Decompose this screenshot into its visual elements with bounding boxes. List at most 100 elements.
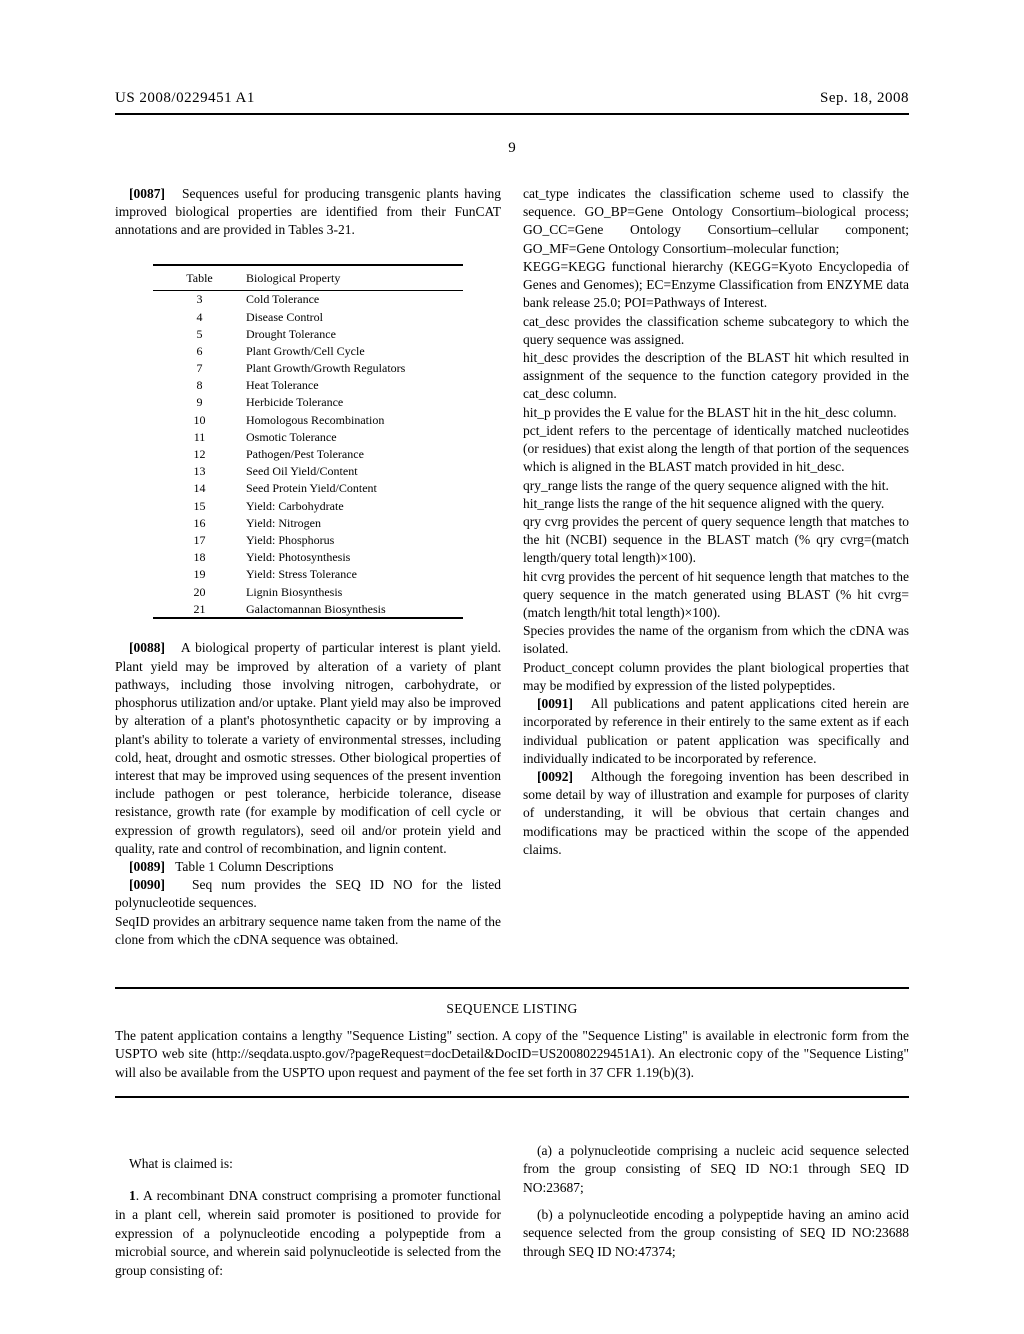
- table-cell-property: Drought Tolerance: [246, 325, 463, 342]
- table-cell-property: Yield: Nitrogen: [246, 514, 463, 531]
- claim-1a: (a) a polynucleotide comprising a nuclei…: [523, 1142, 909, 1198]
- hit-range-para: hit_range lists the range of the hit seq…: [523, 495, 909, 513]
- publication-number: US 2008/0229451 A1: [115, 90, 255, 107]
- table-cell-num: 13: [153, 463, 246, 480]
- claim-1-num: 1: [129, 1188, 136, 1203]
- col-header-property: Biological Property: [246, 266, 463, 290]
- product-concept-para: Product_concept column provides the plan…: [523, 659, 909, 695]
- table-row: 9Herbicide Tolerance: [153, 394, 463, 411]
- table-cell-property: Cold Tolerance: [246, 291, 463, 308]
- para-0090-text: Seq num provides the SEQ ID NO for the l…: [115, 877, 501, 910]
- table-cell-num: 4: [153, 308, 246, 325]
- table-row: 5Drought Tolerance: [153, 325, 463, 342]
- table-header-row: Table Biological Property: [153, 266, 463, 290]
- table-cell-num: 11: [153, 428, 246, 445]
- table-row: 14Seed Protein Yield/Content: [153, 480, 463, 497]
- para-0089-text: Table 1 Column Descriptions: [175, 859, 333, 874]
- table-cell-num: 6: [153, 342, 246, 359]
- seqid-line: SeqID provides an arbitrary sequence nam…: [115, 913, 501, 949]
- col-header-table: Table: [153, 266, 246, 290]
- table-cell-num: 8: [153, 377, 246, 394]
- table-row: 12Pathogen/Pest Tolerance: [153, 446, 463, 463]
- table-cell-num: 20: [153, 583, 246, 600]
- table-row: 17Yield: Phosphorus: [153, 531, 463, 548]
- paragraph-0091: [0091] All publications and patent appli…: [523, 695, 909, 768]
- table-cell-property: Seed Oil Yield/Content: [246, 463, 463, 480]
- table-cell-property: Plant Growth/Growth Regulators: [246, 360, 463, 377]
- table-cell-property: Yield: Phosphorus: [246, 531, 463, 548]
- sequence-listing-section: SEQUENCE LISTING The patent application …: [115, 987, 909, 1098]
- right-column: cat_type indicates the classification sc…: [523, 185, 909, 949]
- left-column: [0087] Sequences useful for producing tr…: [115, 185, 501, 949]
- table-row: 3Cold Tolerance: [153, 291, 463, 308]
- sequence-listing-body: The patent application contains a length…: [115, 1027, 909, 1082]
- table-row: 11Osmotic Tolerance: [153, 428, 463, 445]
- table-cell-num: 14: [153, 480, 246, 497]
- cat-desc-para: cat_desc provides the classification sch…: [523, 313, 909, 349]
- table-cell-property: Yield: Photosynthesis: [246, 549, 463, 566]
- hit-cvrg-para: hit cvrg provides the percent of hit seq…: [523, 568, 909, 623]
- table-cell-num: 10: [153, 411, 246, 428]
- table-cell-num: 7: [153, 360, 246, 377]
- main-content: [0087] Sequences useful for producing tr…: [115, 185, 909, 949]
- table-row: 21Galactomannan Biosynthesis: [153, 600, 463, 617]
- hit-desc-para: hit_desc provides the description of the…: [523, 349, 909, 404]
- seq-top-rule: [115, 987, 909, 989]
- properties-table: Table Biological Property: [153, 266, 463, 290]
- claim-1-text: . A recombinant DNA construct comprising…: [115, 1188, 501, 1278]
- claims-left: What is claimed is: 1. A recombinant DNA…: [115, 1142, 501, 1294]
- table-cell-num: 17: [153, 531, 246, 548]
- page-number: 9: [115, 140, 909, 157]
- table-row: 6Plant Growth/Cell Cycle: [153, 342, 463, 359]
- para-0092-text: Although the foregoing invention has bee…: [523, 769, 909, 857]
- para-0088-text: A biological property of particular inte…: [115, 640, 501, 855]
- paragraph-0090: [0090] Seq num provides the SEQ ID NO fo…: [115, 876, 501, 912]
- para-num-0091: [0091]: [537, 696, 573, 711]
- table-cell-property: Osmotic Tolerance: [246, 428, 463, 445]
- claim-1: 1. A recombinant DNA construct comprisin…: [115, 1187, 501, 1280]
- table-cell-num: 12: [153, 446, 246, 463]
- table-row: 10Homologous Recombination: [153, 411, 463, 428]
- hit-p-para: hit_p provides the E value for the BLAST…: [523, 404, 909, 422]
- pct-ident-para: pct_ident refers to the percentage of id…: [523, 422, 909, 477]
- claims-lead: What is claimed is:: [115, 1155, 501, 1174]
- publication-date: Sep. 18, 2008: [820, 90, 909, 107]
- table-row: 8Heat Tolerance: [153, 377, 463, 394]
- para-num-0088: [0088]: [129, 640, 165, 655]
- table-row: 16Yield: Nitrogen: [153, 514, 463, 531]
- table-cell-property: Plant Growth/Cell Cycle: [246, 342, 463, 359]
- table-cell-property: Yield: Carbohydrate: [246, 497, 463, 514]
- table-bottom-rule: [153, 617, 463, 619]
- cat-type-para: cat_type indicates the classification sc…: [523, 185, 909, 258]
- para-num-0090: [0090]: [129, 877, 165, 892]
- table-row: 18Yield: Photosynthesis: [153, 549, 463, 566]
- table-cell-property: Heat Tolerance: [246, 377, 463, 394]
- kegg-para: KEGG=KEGG functional hierarchy (KEGG=Kyo…: [523, 258, 909, 313]
- table-cell-num: 15: [153, 497, 246, 514]
- table-cell-num: 19: [153, 566, 246, 583]
- paragraph-0088: [0088] A biological property of particul…: [115, 639, 501, 858]
- table-cell-num: 3: [153, 291, 246, 308]
- paragraph-0087: [0087] Sequences useful for producing tr…: [115, 185, 501, 240]
- qry-range-para: qry_range lists the range of the query s…: [523, 477, 909, 495]
- table-cell-num: 9: [153, 394, 246, 411]
- table-cell-property: Pathogen/Pest Tolerance: [246, 446, 463, 463]
- table-cell-property: Disease Control: [246, 308, 463, 325]
- table-row: 7Plant Growth/Growth Regulators: [153, 360, 463, 377]
- table-cell-property: Galactomannan Biosynthesis: [246, 600, 463, 617]
- seq-bottom-rule: [115, 1096, 909, 1098]
- table-row: 20Lignin Biosynthesis: [153, 583, 463, 600]
- table-cell-property: Yield: Stress Tolerance: [246, 566, 463, 583]
- table-cell-num: 21: [153, 600, 246, 617]
- table-cell-property: Herbicide Tolerance: [246, 394, 463, 411]
- sequence-listing-title: SEQUENCE LISTING: [115, 1001, 909, 1017]
- properties-table-body: 3Cold Tolerance4Disease Control5Drought …: [153, 291, 463, 618]
- table-row: 19Yield: Stress Tolerance: [153, 566, 463, 583]
- table-row: 4Disease Control: [153, 308, 463, 325]
- species-para: Species provides the name of the organis…: [523, 622, 909, 658]
- para-num-0087: [0087]: [129, 186, 165, 201]
- table-row: 15Yield: Carbohydrate: [153, 497, 463, 514]
- para-num-0089: [0089]: [129, 859, 165, 874]
- table-cell-property: Seed Protein Yield/Content: [246, 480, 463, 497]
- page-header: US 2008/0229451 A1 Sep. 18, 2008: [115, 90, 909, 107]
